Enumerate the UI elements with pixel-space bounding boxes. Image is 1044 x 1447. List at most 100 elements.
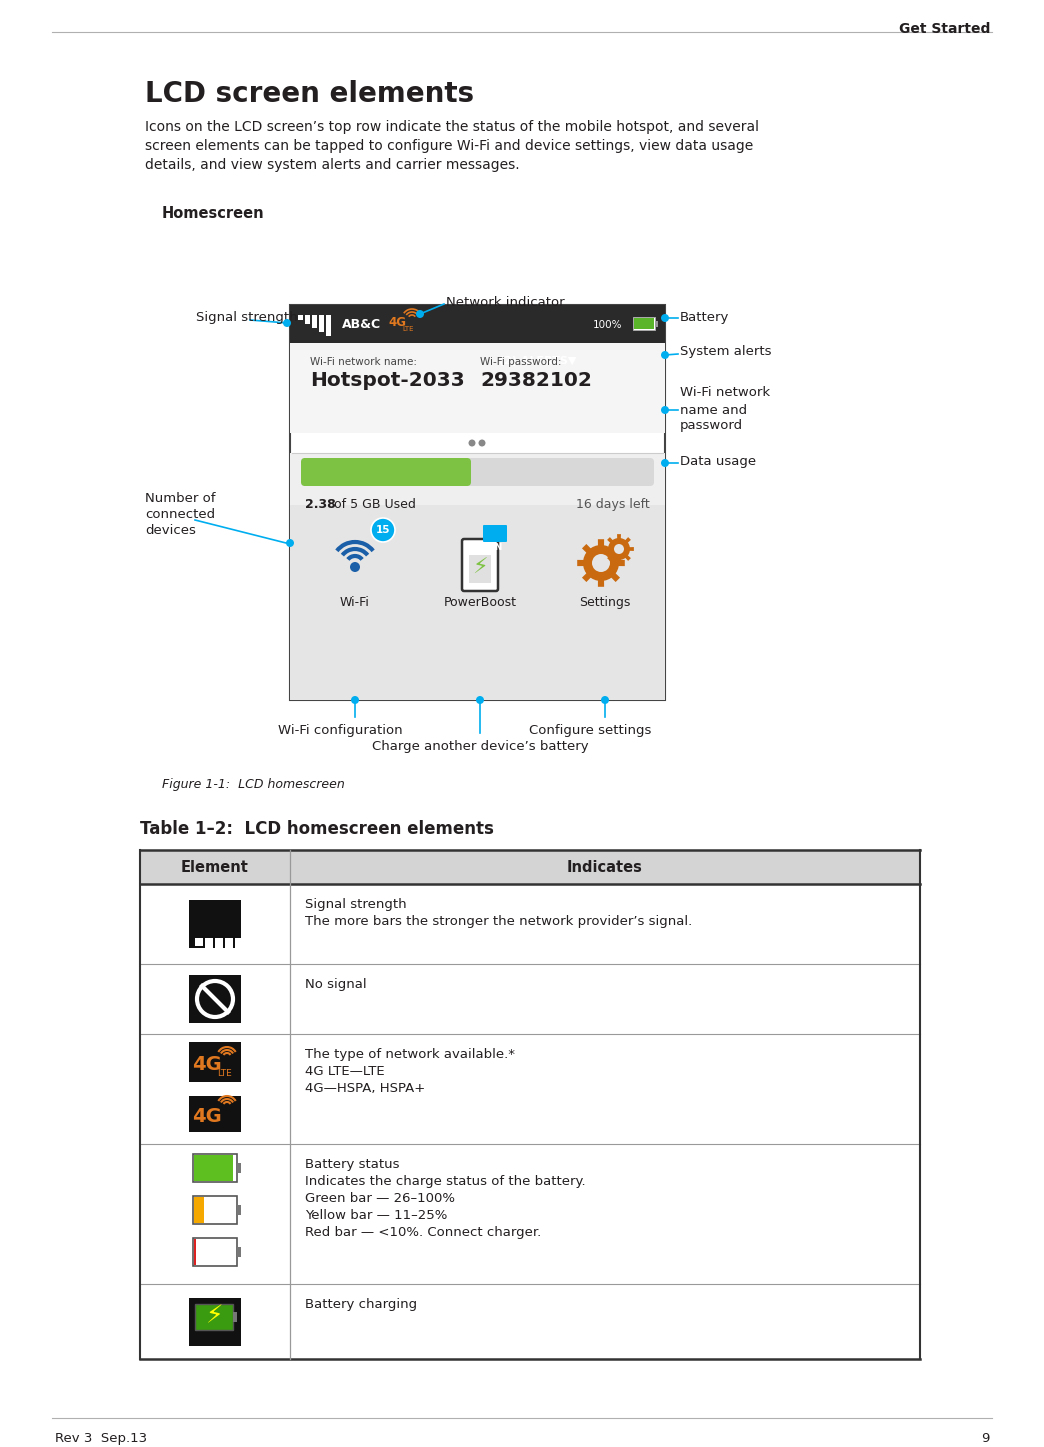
Text: devices: devices bbox=[145, 524, 196, 537]
Text: LCD screen elements: LCD screen elements bbox=[145, 80, 474, 109]
Text: Wi-Fi configuration: Wi-Fi configuration bbox=[278, 724, 402, 737]
Polygon shape bbox=[598, 580, 604, 587]
Circle shape bbox=[661, 407, 669, 414]
Polygon shape bbox=[608, 554, 613, 561]
Text: Battery status: Battery status bbox=[305, 1158, 400, 1171]
Polygon shape bbox=[577, 560, 585, 566]
Text: ⚡: ⚡ bbox=[472, 559, 488, 577]
FancyBboxPatch shape bbox=[301, 459, 654, 486]
Bar bbox=[290, 305, 665, 343]
Polygon shape bbox=[624, 554, 631, 561]
Bar bbox=[193, 1239, 237, 1266]
Text: Wi-Fi network name:: Wi-Fi network name: bbox=[310, 357, 417, 368]
Bar bbox=[290, 343, 665, 433]
Circle shape bbox=[661, 314, 669, 323]
Polygon shape bbox=[598, 540, 604, 547]
Text: 4G—HSPA, HSPA+: 4G—HSPA, HSPA+ bbox=[305, 1082, 425, 1095]
Text: LTE: LTE bbox=[217, 1069, 233, 1078]
Polygon shape bbox=[604, 547, 609, 551]
Circle shape bbox=[350, 561, 360, 572]
Text: ON: ON bbox=[488, 544, 503, 553]
Polygon shape bbox=[628, 547, 634, 551]
Text: Hotspot-2033: Hotspot-2033 bbox=[310, 370, 465, 391]
Bar bbox=[189, 900, 241, 948]
Text: 9: 9 bbox=[981, 1433, 990, 1446]
Polygon shape bbox=[618, 560, 624, 566]
Polygon shape bbox=[617, 534, 621, 540]
Text: Signal strength: Signal strength bbox=[196, 311, 298, 324]
Bar bbox=[193, 1155, 237, 1182]
Text: screen elements can be tapped to configure Wi-Fi and device settings, view data : screen elements can be tapped to configu… bbox=[145, 139, 754, 153]
Circle shape bbox=[286, 538, 294, 547]
Bar bbox=[235, 938, 243, 969]
Text: LTE: LTE bbox=[402, 326, 413, 331]
Text: The type of network available.*: The type of network available.* bbox=[305, 1048, 515, 1061]
Text: details, and view system alerts and carrier messages.: details, and view system alerts and carr… bbox=[145, 158, 520, 172]
Text: 4G: 4G bbox=[192, 1107, 222, 1126]
Text: The more bars the stronger the network provider’s signal.: The more bars the stronger the network p… bbox=[305, 915, 692, 928]
Bar bbox=[233, 1311, 237, 1321]
Text: (2) ALERTS▼: (2) ALERTS▼ bbox=[499, 356, 576, 366]
Bar bbox=[140, 964, 920, 1035]
Bar bbox=[189, 1095, 241, 1132]
Bar bbox=[237, 1205, 241, 1215]
Text: connected: connected bbox=[145, 508, 215, 521]
Text: 2.38: 2.38 bbox=[305, 498, 336, 511]
Text: Indicates: Indicates bbox=[567, 861, 643, 875]
Text: ⚡: ⚡ bbox=[207, 1305, 223, 1328]
Text: Table 1–2:  LCD homescreen elements: Table 1–2: LCD homescreen elements bbox=[140, 820, 494, 838]
Text: 4G: 4G bbox=[388, 317, 406, 330]
Polygon shape bbox=[608, 537, 613, 543]
FancyBboxPatch shape bbox=[462, 538, 498, 590]
Text: Figure 1-1:  LCD homescreen: Figure 1-1: LCD homescreen bbox=[162, 778, 345, 792]
Bar bbox=[237, 1247, 241, 1257]
Text: Charge another device’s battery: Charge another device’s battery bbox=[372, 739, 589, 752]
Bar bbox=[205, 938, 213, 952]
Text: Homescreen: Homescreen bbox=[162, 205, 264, 221]
Text: 4G: 4G bbox=[192, 1055, 222, 1074]
Bar bbox=[189, 975, 241, 1023]
Circle shape bbox=[476, 696, 484, 705]
Bar bbox=[237, 1163, 241, 1174]
Text: Wi-Fi: Wi-Fi bbox=[340, 596, 370, 609]
Polygon shape bbox=[611, 573, 620, 582]
Bar bbox=[194, 1239, 196, 1265]
Text: Settings: Settings bbox=[579, 596, 631, 609]
Text: Configure settings: Configure settings bbox=[529, 724, 651, 737]
Text: Battery: Battery bbox=[680, 311, 730, 324]
Circle shape bbox=[661, 352, 669, 359]
Bar bbox=[215, 938, 223, 958]
Bar bbox=[189, 1042, 241, 1082]
Text: Wi-Fi password:: Wi-Fi password: bbox=[480, 357, 562, 368]
Bar bbox=[140, 1145, 920, 1283]
Text: Element: Element bbox=[181, 861, 248, 875]
Bar bbox=[194, 1155, 233, 1181]
FancyBboxPatch shape bbox=[483, 525, 507, 543]
Text: Wi-Fi network: Wi-Fi network bbox=[680, 386, 770, 399]
Polygon shape bbox=[611, 544, 620, 553]
Bar bbox=[140, 1035, 920, 1145]
Text: 4G LTE—LTE: 4G LTE—LTE bbox=[305, 1065, 384, 1078]
Text: Get Started: Get Started bbox=[899, 22, 990, 36]
Bar bbox=[195, 1304, 233, 1330]
Bar bbox=[226, 938, 233, 964]
Text: Number of: Number of bbox=[145, 492, 215, 505]
Circle shape bbox=[601, 696, 609, 705]
Bar bbox=[290, 453, 665, 505]
Text: PowerBoost: PowerBoost bbox=[444, 596, 517, 609]
Text: AB&C: AB&C bbox=[342, 318, 381, 331]
FancyBboxPatch shape bbox=[483, 347, 592, 373]
Text: Red bar — <10%. Connect charger.: Red bar — <10%. Connect charger. bbox=[305, 1226, 541, 1239]
Bar bbox=[290, 305, 665, 700]
Circle shape bbox=[283, 318, 291, 327]
Text: Signal strength: Signal strength bbox=[305, 899, 406, 912]
Text: of 5 GB Used: of 5 GB Used bbox=[330, 498, 416, 511]
Text: password: password bbox=[680, 420, 743, 433]
Text: Icons on the LCD screen’s top row indicate the status of the mobile hotspot, and: Icons on the LCD screen’s top row indica… bbox=[145, 120, 759, 135]
Circle shape bbox=[478, 440, 485, 447]
Circle shape bbox=[661, 459, 669, 467]
Bar bbox=[298, 315, 303, 320]
Text: No signal: No signal bbox=[305, 978, 366, 991]
Bar bbox=[194, 1197, 204, 1223]
Text: name and: name and bbox=[680, 404, 748, 417]
